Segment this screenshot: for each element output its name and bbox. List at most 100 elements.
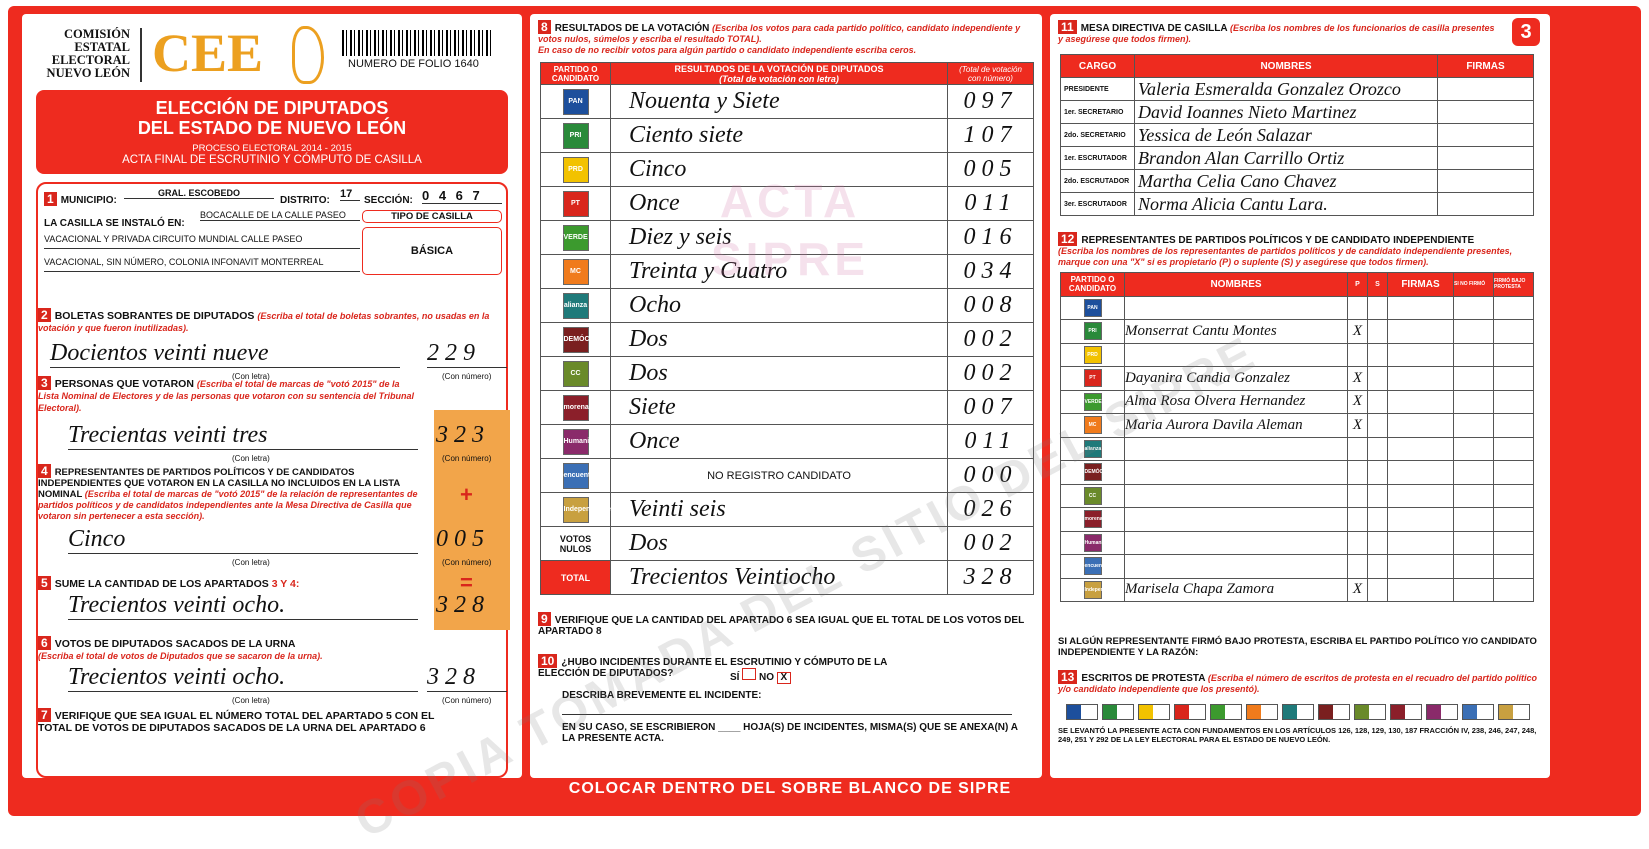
votaron-numero: 323: [436, 422, 490, 448]
urna-letra: Trecientos veinti ocho.: [68, 664, 418, 692]
municipio-value: GRAL. ESCOBEDO: [124, 188, 274, 199]
votes-letra: Diez y seis: [610, 220, 948, 255]
firma: [1437, 169, 1534, 193]
section-9: 9 VERIFIQUE QUE LA CANTIDAD DEL APARTADO …: [538, 612, 1024, 637]
protest-box[interactable]: [1174, 704, 1206, 720]
party-logo-icon: PAN: [1083, 298, 1102, 317]
representante-row: VERDE Alma Rosa Olvera Hernandez X: [1060, 389, 1534, 414]
panel-middle: 8 RESULTADOS DE LA VOTACIÓN (Escriba los …: [530, 14, 1042, 778]
firma: [1387, 413, 1454, 438]
suma-letra: Trecientos veinti ocho.: [68, 592, 418, 620]
section-5-title: 5 SUME LA CANTIDAD DE LOS APARTADOS 3 Y 4…: [38, 576, 299, 590]
firma: [1437, 100, 1534, 124]
nombre: [1124, 530, 1348, 555]
propietario-mark: [1347, 530, 1368, 555]
protest-box[interactable]: [1138, 704, 1170, 720]
process-label: PROCESO ELECTORAL 2014 - 2015: [192, 143, 352, 154]
boletas-numero: 229: [427, 340, 507, 368]
nombre: Dayanira Candia Gonzalez: [1124, 366, 1348, 391]
votes-letra: Ocho: [610, 288, 948, 323]
votes-letra: Once: [610, 186, 948, 221]
party-logo-icon: encuentro: [1083, 557, 1109, 576]
protest-box[interactable]: [1066, 704, 1098, 720]
representante-row: PRD: [1060, 342, 1534, 367]
cargo: PRESIDENTE: [1060, 77, 1135, 101]
address-line-2: VACACIONAL Y PRIVADA CIRCUITO MUNDIAL CA…: [44, 234, 360, 249]
party-logo-icon: [1103, 705, 1117, 719]
suma-numero: 328: [436, 592, 490, 618]
votes-numero: 328: [947, 560, 1034, 595]
votes-numero: 008: [947, 288, 1034, 323]
propietario-mark: X: [1347, 319, 1368, 344]
firma: [1437, 77, 1534, 101]
section-8-title: 8 RESULTADOS DE LA VOTACIÓN (Escriba los …: [538, 20, 1021, 55]
section-4-title: 4 REPRESENTANTES DE PARTIDOS POLÍTICOS Y …: [38, 464, 418, 521]
protest-box[interactable]: [1462, 704, 1494, 720]
votes-letra: Once: [610, 424, 948, 459]
address-line-1: BOCACALLE DE LA CALLE PASEO: [200, 210, 360, 221]
votes-numero: 000: [947, 458, 1034, 493]
section-11-title: 11 MESA DIRECTIVA DE CASILLA (Escriba los…: [1058, 20, 1495, 44]
protest-box[interactable]: [1498, 704, 1530, 720]
nombre: [1124, 483, 1348, 508]
nombre: [1124, 554, 1348, 579]
protest-box[interactable]: [1354, 704, 1386, 720]
protest-box[interactable]: [1102, 704, 1134, 720]
votes-numero: 011: [947, 424, 1034, 459]
protest-box[interactable]: [1426, 704, 1458, 720]
panel-right: 3 11 MESA DIRECTIVA DE CASILLA (Escriba l…: [1050, 14, 1550, 778]
si-checkbox[interactable]: [742, 668, 757, 680]
results-row: CC Dos 002: [540, 356, 1034, 391]
party-logo-icon: PRD: [562, 156, 589, 183]
representante-row: PT Dayanira Candia Gonzalez X: [1060, 366, 1534, 391]
votes-letra: Nouenta y Siete: [610, 84, 948, 119]
no-checkbox[interactable]: X: [776, 672, 791, 684]
cee-logo: CEE: [152, 23, 264, 83]
representantes-letra: Cinco: [68, 526, 418, 554]
party-logo-icon: morena: [562, 394, 589, 421]
results-row: MC Treinta y Cuatro 034: [540, 254, 1034, 289]
mesa-row: 1er. ESCRUTADOR Brandon Alan Carrillo Ort…: [1060, 146, 1534, 170]
protest-box[interactable]: [1246, 704, 1278, 720]
party-logo-icon: [1211, 705, 1225, 719]
nombre: [1124, 342, 1348, 367]
nombre: [1124, 460, 1348, 485]
propietario-mark: X: [1347, 413, 1368, 438]
votes-letra: Treinta y Cuatro: [610, 254, 948, 289]
results-table: PARTIDO O CANDIDATO RESULTADOS DE LA VOT…: [540, 62, 1034, 595]
footer-banner: COLOCAR DENTRO DEL SOBRE BLANCO DE SIPRE: [568, 780, 1012, 797]
nombre: Martha Celia Cano Chavez: [1134, 169, 1438, 193]
nuevo-leon-map-icon: [292, 26, 324, 84]
protest-box[interactable]: [1210, 704, 1242, 720]
cargo: 1er. ESCRUTADOR: [1060, 146, 1135, 170]
mesa-row: 2do. SECRETARIO Yessica de León Salazar: [1060, 123, 1534, 147]
representante-row: MC Maria Aurora Davila Aleman X: [1060, 413, 1534, 438]
mesa-row: PRESIDENTE Valeria Esmeralda Gonzalez Oro…: [1060, 77, 1534, 101]
firma: [1387, 530, 1454, 555]
protest-box[interactable]: [1390, 704, 1422, 720]
votes-letra: Dos: [610, 526, 948, 561]
party-logo-icon: MC: [562, 258, 589, 285]
firma: [1387, 389, 1454, 414]
votes-letra: NO REGISTRO CANDIDATO: [610, 458, 948, 493]
folio-number: NUMERO DE FOLIO 1640: [348, 58, 479, 70]
protest-box[interactable]: [1282, 704, 1314, 720]
nombre: [1124, 436, 1348, 461]
section-2-title: 2 BOLETAS SOBRANTES DE DIPUTADOS (Escriba…: [38, 308, 490, 333]
party-logo-icon: [1427, 705, 1441, 719]
cargo: 1er. SECRETARIO: [1060, 100, 1135, 124]
urna-numero: 328: [427, 664, 507, 692]
page-number: 3: [1512, 18, 1540, 46]
party-logo-icon: [1139, 705, 1153, 719]
title-line1: ELECCIÓN DE DIPUTADOS: [155, 98, 389, 118]
cargo: 3er. ESCRUTADOR: [1060, 192, 1135, 216]
firma: [1387, 319, 1454, 344]
party-logo-icon: [1499, 705, 1513, 719]
firma: [1437, 192, 1534, 216]
acta-label: ACTA FINAL DE ESCRUTINIO Y CÓMPUTO DE CA…: [122, 154, 422, 166]
section-12-title: 12 REPRESENTANTES DE PARTIDOS POLÍTICOS Y…: [1058, 232, 1513, 267]
party-logo-icon: alianza: [1083, 439, 1102, 458]
propietario-mark: [1347, 342, 1368, 367]
results-row: Humanista Once 011: [540, 424, 1034, 459]
protest-box[interactable]: [1318, 704, 1350, 720]
